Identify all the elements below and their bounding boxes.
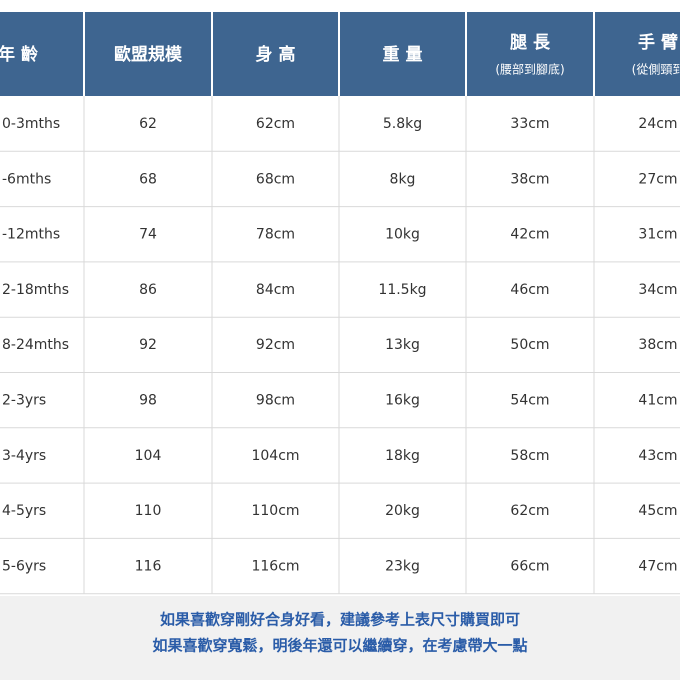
- cell: 68: [139, 171, 157, 187]
- footer-line: 如果喜歡穿寬鬆，明後年還可以繼續穿，在考慮帶大一點: [152, 637, 527, 655]
- header-cell: [595, 12, 680, 96]
- cell: 38cm: [510, 171, 549, 187]
- cell: 46cm: [510, 282, 549, 298]
- cell: 68cm: [256, 171, 295, 187]
- header-cell: [213, 12, 338, 96]
- cell: 27cm: [638, 171, 677, 187]
- cell: 10kg: [385, 227, 420, 243]
- cell: 38cm: [638, 337, 677, 353]
- cell: 92: [139, 337, 157, 353]
- cell: -6mths: [2, 171, 51, 187]
- cell: 116: [135, 558, 162, 574]
- cell: 92cm: [256, 337, 295, 353]
- cell: 11.5kg: [378, 282, 426, 298]
- cell: 86: [139, 282, 157, 298]
- cell: 84cm: [256, 282, 295, 298]
- cell: 62: [139, 116, 157, 132]
- cell: 58cm: [510, 448, 549, 464]
- cell: 5-6yrs: [2, 558, 46, 574]
- cell: 3-4yrs: [2, 448, 46, 464]
- cell: 104cm: [251, 448, 299, 464]
- cell: 41cm: [638, 393, 677, 409]
- header-cell: [340, 12, 465, 96]
- cell: 31cm: [638, 227, 677, 243]
- header-title: 重 量: [383, 44, 423, 65]
- cell: 20kg: [385, 503, 420, 519]
- cell: -12mths: [2, 227, 60, 243]
- cell: 62cm: [256, 116, 295, 132]
- cell: 110: [135, 503, 162, 519]
- cell: 2-18mths: [2, 282, 69, 298]
- cell: 23kg: [385, 558, 420, 574]
- header-title: 腿 長: [510, 33, 551, 53]
- cell: 0-3mths: [2, 116, 60, 132]
- cell: 43cm: [638, 448, 677, 464]
- cell: 13kg: [385, 337, 420, 353]
- cell: 74: [139, 227, 157, 243]
- cell: 54cm: [510, 393, 549, 409]
- cell: 50cm: [510, 337, 549, 353]
- header-sub: (從側頸到: [632, 63, 680, 77]
- header-cell: [467, 12, 593, 96]
- cell: 24cm: [638, 116, 677, 132]
- header-cell: [0, 12, 83, 96]
- cell: 42cm: [510, 227, 549, 243]
- cell: 8kg: [390, 171, 416, 187]
- header-title: 年 齡: [0, 44, 38, 65]
- cell: 5.8kg: [383, 116, 422, 132]
- cell: 116cm: [251, 558, 299, 574]
- cell: 34cm: [638, 282, 677, 298]
- cell: 98: [139, 393, 157, 409]
- cell: 78cm: [256, 227, 295, 243]
- cell: 4-5yrs: [2, 503, 46, 519]
- cell: 47cm: [638, 558, 677, 574]
- header-sub: (腰部到腳底): [495, 62, 564, 77]
- footer-bg: [0, 596, 680, 680]
- cell: 98cm: [256, 393, 295, 409]
- cell: 62cm: [510, 503, 549, 519]
- cell: 104: [135, 448, 162, 464]
- header-cell: [85, 12, 211, 96]
- cell: 66cm: [510, 558, 549, 574]
- cell: 33cm: [510, 116, 549, 132]
- cell: 45cm: [638, 503, 677, 519]
- header-title: 手 臂: [638, 32, 678, 53]
- cell: 110cm: [251, 503, 299, 519]
- footer-line: 如果喜歡穿剛好合身好看，建議參考上表尺寸購買即可: [160, 611, 520, 629]
- cell: 8-24mths: [2, 337, 69, 353]
- cell: 2-3yrs: [2, 393, 46, 409]
- cell: 18kg: [385, 448, 420, 464]
- header-title: 歐盟規模: [114, 44, 183, 65]
- cell: 16kg: [385, 393, 420, 409]
- header-title: 身 高: [256, 44, 296, 65]
